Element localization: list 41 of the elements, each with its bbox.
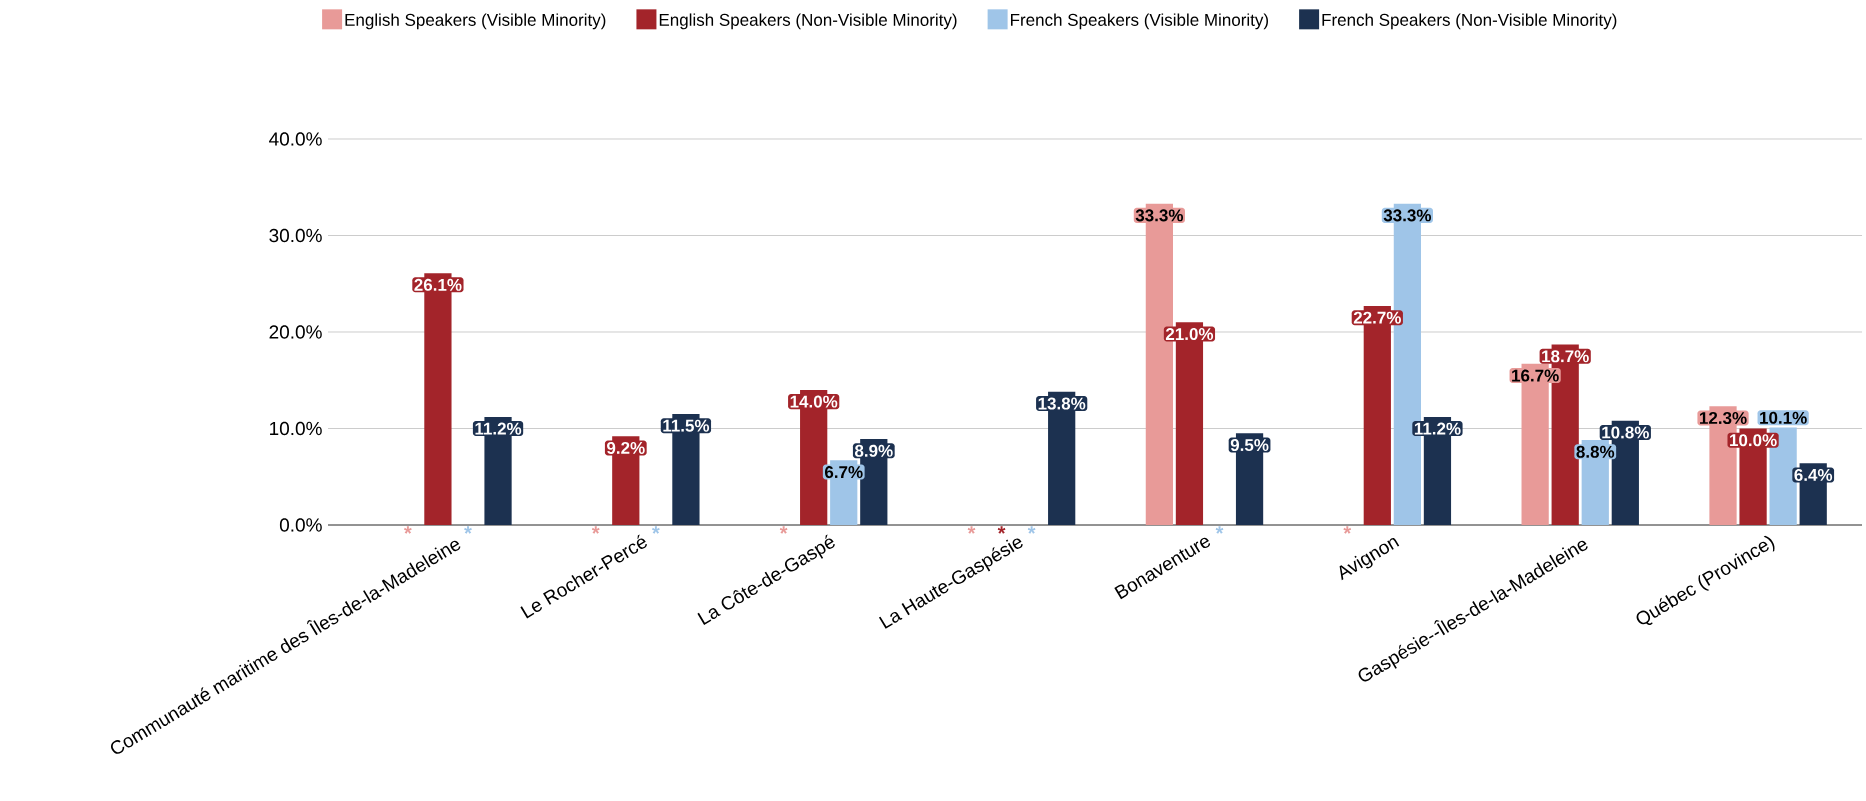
data-label: 16.7% [1512, 369, 1559, 382]
data-label: 10.8% [1602, 426, 1649, 439]
data-label: 33.3% [1383, 209, 1432, 222]
data-label: 11.2% [475, 422, 522, 435]
legend-label: English Speakers (Visible Minority) [345, 13, 606, 30]
y-tick-label: 40.0% [269, 132, 322, 146]
text: * [1215, 526, 1224, 534]
data-label: 21.0% [1165, 328, 1214, 341]
text: * [997, 526, 1006, 534]
legend-label: English Speakers (Non-Visible Minority) [659, 13, 957, 30]
y-tick-label: 20.0% [269, 325, 322, 339]
data-label: 8.9% [854, 444, 893, 457]
data-label: 9.2% [607, 441, 645, 454]
legend-label: French Speakers (Visible Minority) [1011, 13, 1269, 30]
data-label: 10.1% [1760, 411, 1807, 424]
y-tick-label: 30.0% [269, 228, 322, 243]
data-label: 11.5% [663, 419, 710, 432]
text: * [1027, 526, 1036, 534]
data-label: 12.3% [1700, 412, 1747, 425]
data-label: 26.1% [414, 278, 462, 291]
text: * [464, 526, 472, 534]
text: * [652, 526, 660, 534]
data-label: 6.4% [1794, 468, 1833, 481]
data-label: 14.0% [790, 395, 838, 408]
text: * [1343, 526, 1352, 534]
y-tick-label: 10.0% [270, 421, 322, 436]
data-label: 6.7% [824, 466, 863, 479]
text: * [591, 526, 600, 534]
data-label: 9.5% [1230, 439, 1269, 452]
data-label: 8.8% [1576, 445, 1615, 458]
data-label: 11.2% [1414, 422, 1461, 435]
text: * [404, 526, 412, 534]
data-label: 33.3% [1135, 209, 1184, 222]
data-label: 13.8% [1038, 397, 1086, 410]
data-label: 18.7% [1542, 350, 1589, 363]
data-label: 22.7% [1353, 311, 1401, 324]
data-label: 10.0% [1730, 434, 1777, 447]
legend-label: French Speakers (Non-Visible Minority) [1322, 13, 1617, 30]
y-tick-label: 0.0% [279, 518, 322, 532]
text: * [779, 526, 788, 534]
text: * [967, 526, 976, 534]
